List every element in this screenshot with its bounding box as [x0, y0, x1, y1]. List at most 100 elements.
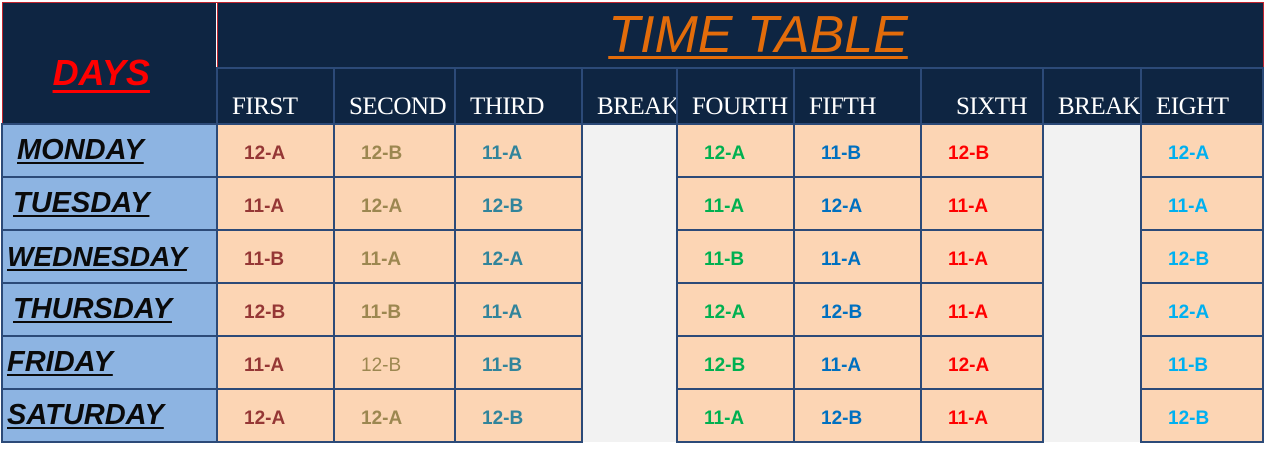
slot-cell: 11-A: [920, 388, 1044, 443]
slot-cell: 12-B: [333, 123, 456, 178]
table-row: THURSDAY 12-B 11-B 11-A 12-A 12-B 11-A 1…: [1, 282, 1264, 337]
slot-label: 12-B: [361, 142, 403, 164]
period-header: FOURTH: [676, 67, 795, 125]
slot-label: 12-A: [244, 142, 286, 164]
slot-cell: 11-B: [676, 229, 795, 284]
period-label: SIXTH: [956, 93, 1028, 120]
period-header: SIXTH: [920, 67, 1044, 125]
slot-label: 11-A: [244, 195, 285, 217]
timetable: DAYS TIME TABLE FIRST SECOND THIRD BREAK…: [1, 2, 1264, 443]
period-header: FIRST: [216, 67, 335, 125]
slot-cell: 12-B: [793, 388, 922, 443]
slot-cell: 11-B: [454, 335, 583, 390]
day-label: MONDAY: [17, 134, 144, 166]
slot-cell: 11-A: [676, 176, 795, 231]
slot-label: 12-A: [1168, 142, 1210, 164]
slot-label: 11-B: [244, 248, 285, 270]
break-column: [1042, 123, 1142, 442]
period-label: FIRST: [232, 93, 298, 120]
days-header: DAYS: [52, 52, 150, 93]
slot-label: 12-B: [821, 407, 863, 429]
slot-label: 12-B: [482, 407, 524, 429]
slot-label: 11-A: [244, 354, 285, 376]
slot-label: 12-B: [704, 354, 746, 376]
slot-cell: 12-A: [920, 335, 1044, 390]
slot-label: 12-B: [482, 195, 524, 217]
slot-cell: 12-A: [216, 123, 335, 178]
slot-cell: 12-A: [676, 282, 795, 337]
slot-cell: 11-A: [920, 229, 1044, 284]
slot-cell: 12-B: [454, 176, 583, 231]
slot-label: 11-A: [821, 354, 862, 376]
period-label: BREAK: [1058, 93, 1141, 120]
slot-label: 12-A: [704, 301, 746, 323]
slot-cell: 12-B: [1139, 229, 1264, 284]
slot-label: 12-A: [1168, 301, 1210, 323]
slot-label: 11-A: [948, 248, 989, 270]
day-cell: SATURDAY: [1, 388, 218, 443]
slot-cell: 12-B: [793, 282, 922, 337]
slot-label: 11-B: [361, 301, 402, 323]
slot-label: 11-A: [948, 195, 989, 217]
slot-label: 11-B: [821, 142, 862, 164]
period-header: FIFTH: [793, 67, 922, 125]
slot-label: 12-B: [948, 142, 990, 164]
slot-cell: 11-A: [216, 335, 335, 390]
slot-label: 11-A: [704, 195, 745, 217]
table-row: MONDAY 12-A 12-B 11-A 12-A 11-B 12-B 12-…: [1, 123, 1264, 442]
day-cell: MONDAY: [1, 123, 218, 178]
period-label: THIRD: [470, 93, 544, 120]
slot-label: 11-B: [704, 248, 745, 270]
slot-label: 12-A: [361, 407, 403, 429]
slot-label: 11-A: [821, 248, 862, 270]
slot-label: 12-A: [361, 195, 403, 217]
day-label: THURSDAY: [13, 293, 172, 325]
slot-label: 11-A: [948, 301, 989, 323]
slot-cell: 11-A: [216, 176, 335, 231]
day-cell: FRIDAY: [1, 335, 218, 390]
slot-label: 11-A: [482, 301, 523, 323]
slot-cell: 12-B: [1139, 388, 1264, 443]
day-cell: THURSDAY: [1, 282, 218, 337]
table-row: WEDNESDAY 11-B 11-A 12-A 11-B 11-A 11-A …: [1, 229, 1264, 284]
table-row: TUESDAY 11-A 12-A 12-B 11-A 12-A 11-A 11…: [1, 176, 1264, 231]
slot-cell: 12-A: [333, 176, 456, 231]
day-cell: TUESDAY: [1, 176, 218, 231]
slot-label: 12-A: [704, 142, 746, 164]
slot-label: 11-B: [482, 354, 523, 376]
slot-cell: 12-B: [454, 388, 583, 443]
period-header: SECOND: [333, 67, 456, 125]
slot-label: 12-B: [1168, 248, 1210, 270]
slot-cell: 11-A: [920, 176, 1044, 231]
slot-cell: 12-A: [333, 388, 456, 443]
period-header: BREAK: [581, 67, 678, 125]
title-cell: TIME TABLE: [216, 2, 1264, 69]
period-label: FOURTH: [692, 93, 788, 120]
slot-cell: 11-B: [1139, 335, 1264, 390]
period-label: SECOND: [349, 93, 447, 120]
slot-cell: 12-A: [454, 229, 583, 284]
slot-cell: 12-A: [676, 123, 795, 178]
page-title: TIME TABLE: [608, 6, 908, 64]
slot-label: 12-B: [1168, 407, 1210, 429]
slot-cell: 12-A: [1139, 123, 1264, 178]
table-row: FRIDAY 11-A 12-B 11-B 12-B 11-A 12-A 11-…: [1, 335, 1264, 390]
period-label: FIFTH: [809, 93, 876, 120]
table-row: SATURDAY 12-A 12-A 12-B 11-A 12-B 11-A 1…: [1, 388, 1264, 443]
slot-cell: 11-B: [216, 229, 335, 284]
slot-cell: 11-A: [793, 229, 922, 284]
slot-cell: 11-A: [333, 229, 456, 284]
slot-cell: 11-A: [454, 282, 583, 337]
slot-label: 12-B: [821, 301, 863, 323]
slot-label: 12-A: [948, 354, 990, 376]
slot-cell: 12-B: [333, 335, 456, 390]
slot-label: 12-B: [244, 301, 286, 323]
period-header: BREAK: [1042, 67, 1142, 125]
slot-cell: 11-A: [1139, 176, 1264, 231]
slot-label: 11-B: [1168, 354, 1209, 376]
period-label: EIGHT: [1156, 93, 1229, 120]
day-label: FRIDAY: [7, 346, 113, 378]
slot-cell: 11-A: [676, 388, 795, 443]
day-label: TUESDAY: [13, 187, 150, 219]
slot-label: 12-B: [361, 354, 402, 376]
